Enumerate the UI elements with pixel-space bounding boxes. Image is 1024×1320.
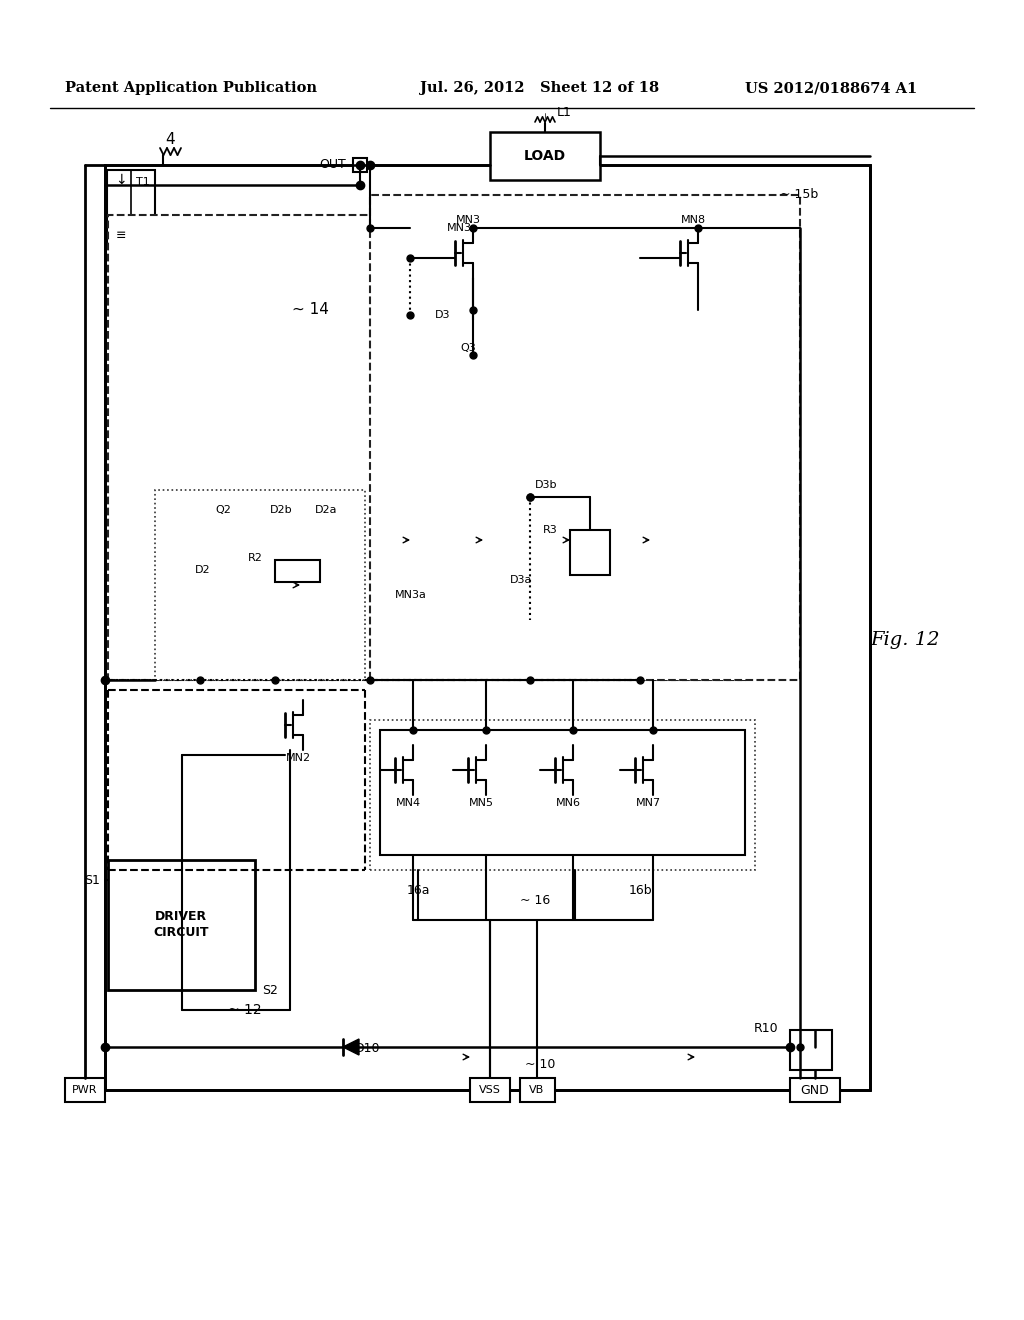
Text: MN8: MN8 — [680, 215, 706, 224]
Bar — [370, 719, 755, 870]
Text: L1: L1 — [557, 107, 571, 120]
Text: DRIVER: DRIVER — [155, 911, 207, 924]
Text: S2: S2 — [262, 983, 278, 997]
Bar — [155, 490, 365, 680]
Bar — [520, 1078, 555, 1102]
Bar — [470, 1078, 510, 1102]
Bar — [106, 170, 155, 246]
Text: T1: T1 — [136, 177, 150, 187]
Text: Q2: Q2 — [215, 506, 230, 515]
Text: D3: D3 — [435, 310, 451, 319]
Bar — [380, 730, 745, 855]
Text: PWR: PWR — [73, 1085, 97, 1096]
Text: MN3a: MN3a — [395, 590, 427, 601]
Text: R3: R3 — [544, 525, 558, 535]
Text: VSS: VSS — [479, 1085, 501, 1096]
Text: S1: S1 — [84, 874, 100, 887]
Text: ↓: ↓ — [115, 173, 127, 187]
Bar — [108, 861, 255, 990]
Text: ~ 10: ~ 10 — [525, 1059, 555, 1072]
Text: OUT: OUT — [319, 158, 346, 172]
Text: D3b: D3b — [535, 480, 557, 490]
Text: Q3: Q3 — [460, 343, 476, 352]
Text: Fig. 12: Fig. 12 — [870, 631, 939, 649]
Text: MN2: MN2 — [286, 752, 310, 763]
Text: CIRCUIT: CIRCUIT — [154, 927, 209, 940]
Text: D2: D2 — [195, 565, 211, 576]
Text: ≡: ≡ — [116, 228, 126, 242]
Polygon shape — [343, 1039, 359, 1055]
Bar — [570, 531, 610, 576]
Bar — [108, 215, 745, 680]
Text: VB: VB — [529, 1085, 545, 1096]
Text: MN5: MN5 — [469, 799, 494, 808]
Text: GND: GND — [801, 1084, 829, 1097]
Text: MN7: MN7 — [636, 799, 660, 808]
Bar — [353, 158, 367, 172]
Text: ~ 15b: ~ 15b — [780, 189, 818, 202]
Text: Patent Application Publication: Patent Application Publication — [65, 81, 317, 95]
Text: 16b: 16b — [628, 883, 652, 896]
Text: US 2012/0188674 A1: US 2012/0188674 A1 — [745, 81, 918, 95]
Text: D2a: D2a — [315, 506, 338, 515]
Text: 4: 4 — [165, 132, 175, 148]
Text: D3a: D3a — [510, 576, 532, 585]
Text: R10: R10 — [754, 1022, 778, 1035]
Text: R2: R2 — [248, 553, 263, 564]
Bar — [275, 560, 319, 582]
Text: MN6: MN6 — [555, 799, 581, 808]
Bar — [790, 1030, 831, 1071]
Bar — [490, 132, 600, 180]
Text: Jul. 26, 2012   Sheet 12 of 18: Jul. 26, 2012 Sheet 12 of 18 — [420, 81, 659, 95]
Text: MN3: MN3 — [456, 215, 480, 224]
Bar — [790, 1078, 840, 1102]
Bar — [105, 165, 870, 1090]
Text: D2b: D2b — [270, 506, 293, 515]
Text: 16a: 16a — [407, 883, 430, 896]
Text: D10: D10 — [355, 1041, 381, 1055]
Text: ~ 12: ~ 12 — [228, 1003, 262, 1016]
Text: MN3: MN3 — [447, 223, 472, 234]
Bar — [370, 195, 800, 680]
Text: ~ 16: ~ 16 — [520, 894, 550, 907]
Text: LOAD: LOAD — [524, 149, 566, 162]
Bar — [65, 1078, 105, 1102]
Text: MN4: MN4 — [395, 799, 421, 808]
Text: ~ 14: ~ 14 — [292, 302, 329, 318]
